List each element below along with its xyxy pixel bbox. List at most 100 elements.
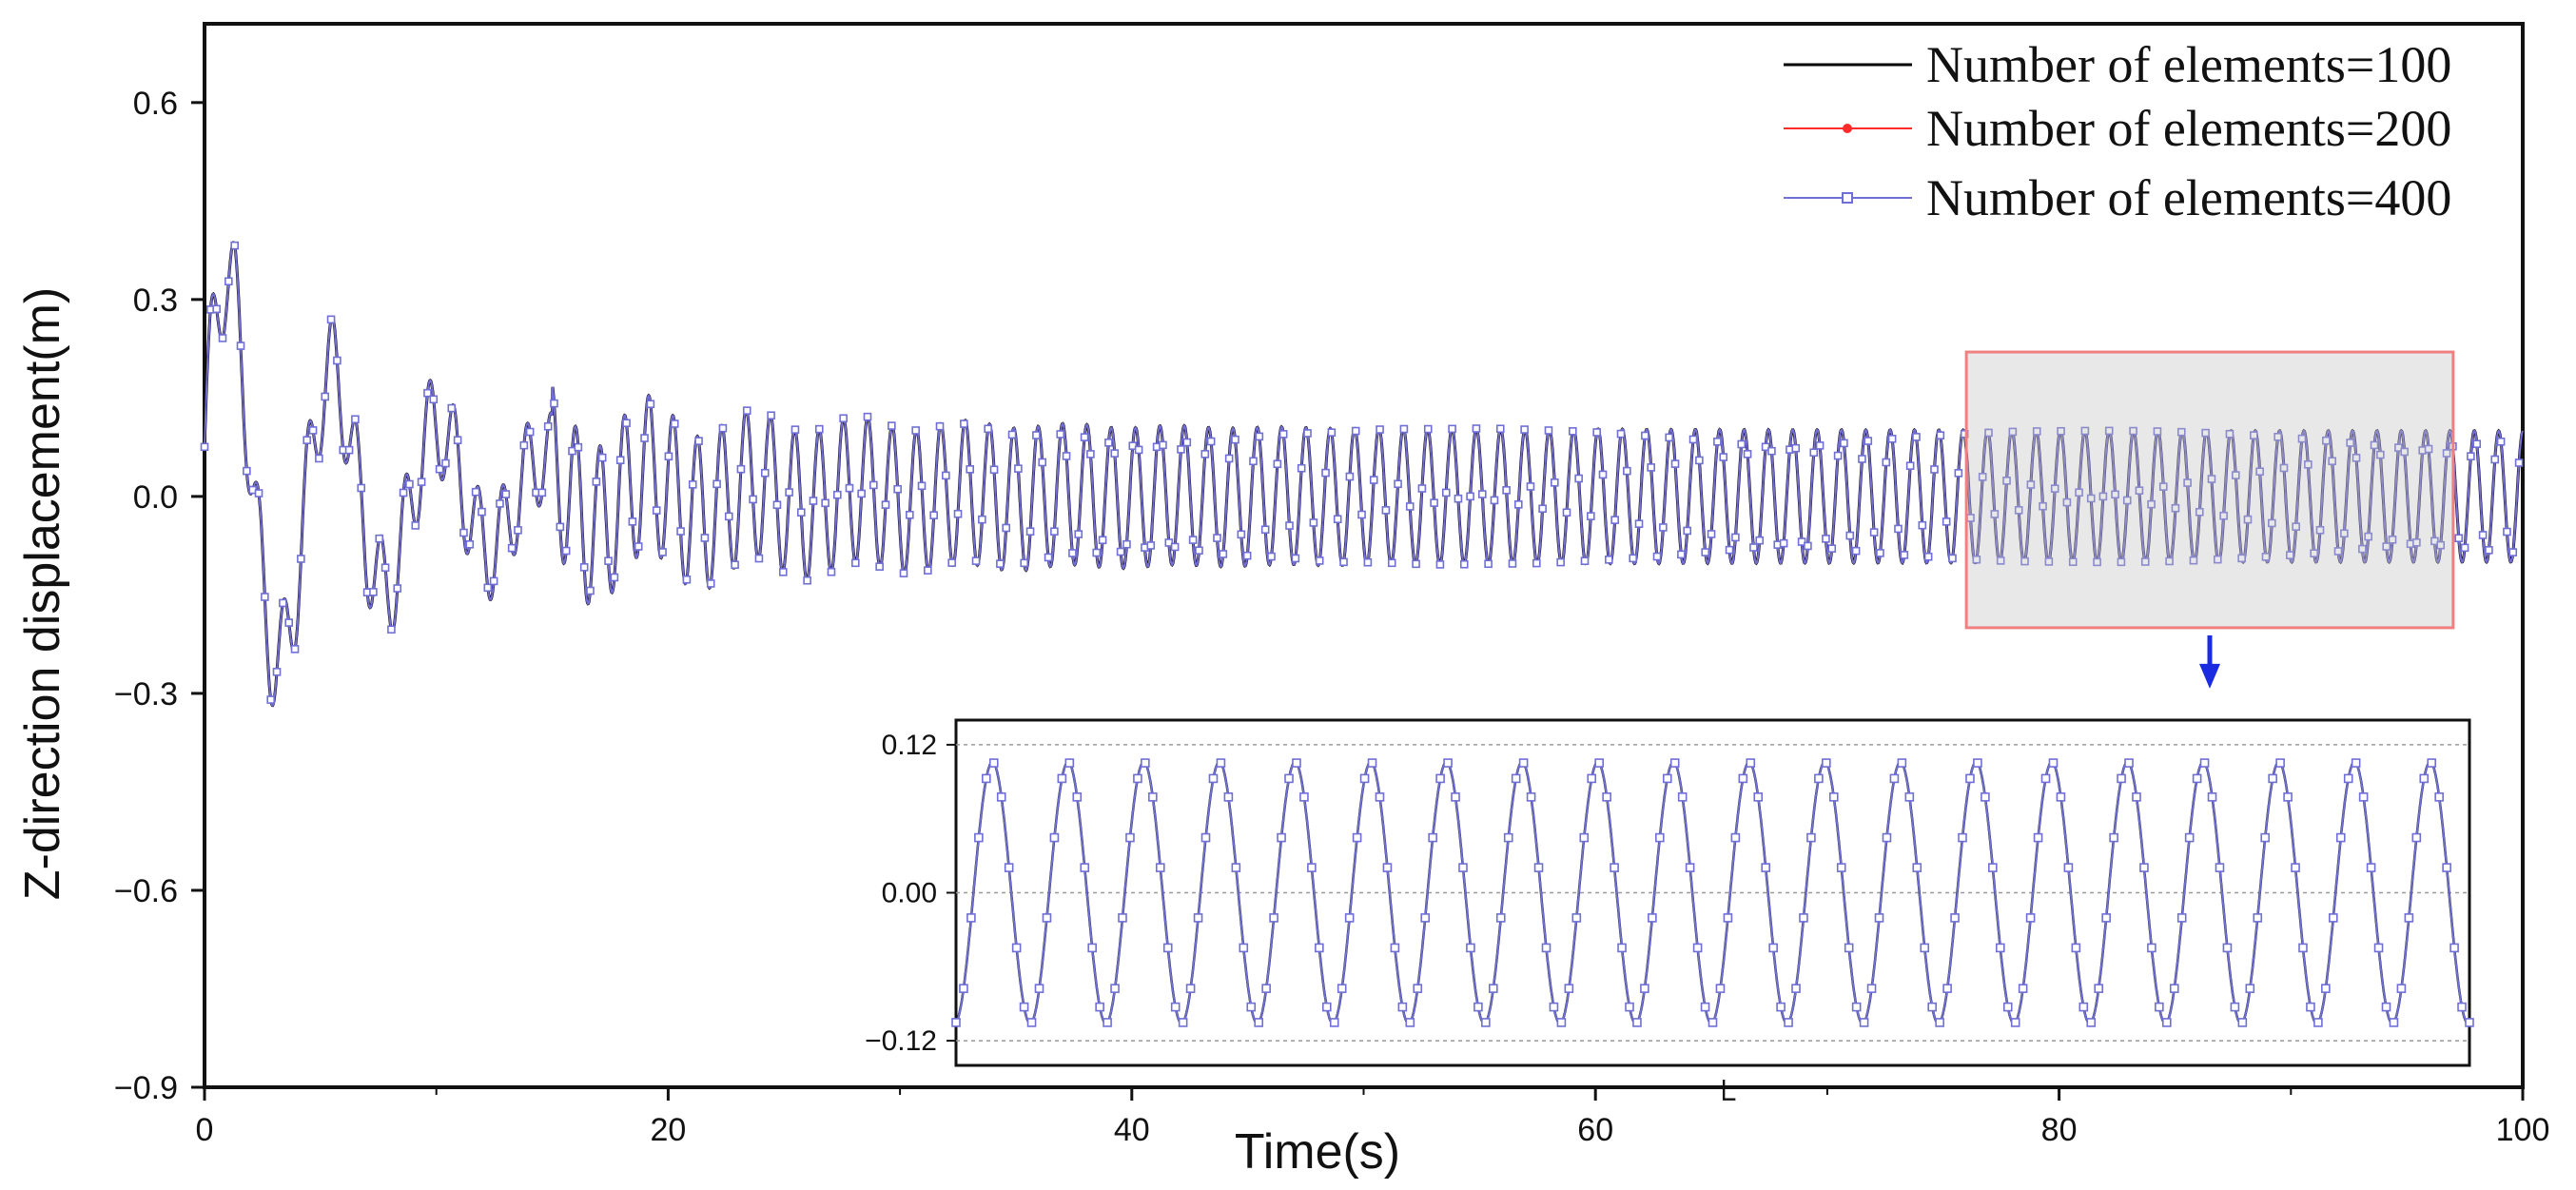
inset-marker-point [1185,984,1196,993]
marker-point [1050,527,1059,536]
marker-point [2376,450,2385,459]
inset-marker-point [1965,773,1975,784]
marker-point [1508,559,1517,568]
inset-marker-point [1034,984,1044,993]
inset-marker-point [2048,758,2059,768]
marker-point [604,556,613,565]
marker-point [1779,538,1788,548]
marker-point [471,487,480,497]
marker-point [676,527,685,536]
marker-point [2346,439,2354,447]
marker-point [2467,452,2475,460]
marker-point [731,560,739,570]
marker-point [1743,450,1752,458]
inset-marker-point [1632,1018,1642,1027]
marker-point [809,497,818,505]
inset-marker-point [1851,1002,1862,1012]
x-tick-label: 0 [196,1112,214,1148]
inset-marker-point [2343,773,2353,784]
marker-point [615,456,625,464]
x-tick-label: 80 [2041,1112,2078,1148]
inset-marker-point [2389,1018,2399,1027]
inset-marker-point [1148,792,1158,802]
inset-marker-point [1571,913,1582,923]
marker-point [947,558,956,567]
marker-point [230,241,239,250]
marker-point [1116,547,1125,556]
inset-marker-point [2071,943,2081,953]
marker-point [1074,530,1083,538]
marker-point [453,436,462,444]
inset-marker-point [1594,758,1604,768]
marker-point [742,406,751,415]
marker-point [2478,531,2488,539]
inset-marker-point [1428,832,1437,843]
marker-point [2171,503,2180,513]
marker-point [1587,512,1595,520]
inset-marker-point [1284,773,1294,784]
marker-point [1562,508,1571,517]
inset-marker-point [1443,758,1453,768]
marker-point [2340,529,2349,538]
marker-point [2261,553,2271,561]
inset-marker-point [1768,943,1778,953]
marker-point [1224,454,1234,463]
marker-point [2424,444,2433,454]
inset-marker-point [951,1018,961,1027]
inset-marker-point [1026,1018,1037,1027]
inset-marker-point [1730,832,1741,843]
main-plot: −0.9 −0.6 −0.3 0.0 0.3 0.6 0 20 40 60 80 100 Time(s)… [15,22,2549,1180]
y-tick-label: −0.6 [114,873,178,909]
marker-point [1260,525,1270,535]
marker-point [315,454,323,463]
marker-point [1701,548,1710,556]
marker-point [1146,541,1156,550]
inset-marker-point [1973,758,1982,768]
marker-point [290,645,300,654]
inset-marker-point [2139,863,2149,872]
marker-point [2075,488,2083,497]
marker-point [1032,431,1041,439]
marker-point [2292,522,2300,531]
marker-point [1255,432,1264,441]
marker-point [592,478,601,486]
marker-point [1767,446,1776,456]
inset-marker-point [2018,984,2028,993]
marker-point [1399,424,1409,434]
marker-point [302,436,312,444]
marker-point [586,586,595,595]
marker-point [700,534,710,542]
marker-point [200,442,209,452]
marker-point [622,419,631,428]
inset-marker-point [1738,773,1748,784]
marker-point [1309,518,1318,527]
inset-marker-point [1397,1002,1408,1012]
marker-point [459,528,468,537]
marker-point [1544,426,1553,435]
marker-point [911,426,920,435]
inset-marker-point [1420,913,1431,923]
marker-point [2442,449,2451,458]
inset-marker-point [1072,792,1083,802]
marker-point [857,489,866,498]
marker-point [1894,524,1903,534]
marker-point [2274,432,2282,441]
marker-point [2243,515,2253,524]
marker-point [1170,542,1180,552]
marker-point [1122,539,1131,549]
marker-point [1333,515,1342,524]
inset-marker-point [1057,773,1067,784]
inset-marker-point [1178,1018,1188,1027]
marker-point [326,315,336,324]
marker-point [978,515,986,524]
marker-point [2297,434,2307,443]
inset-marker-point [1223,792,1234,802]
marker-point [1532,558,1541,568]
inset-marker-point [2321,984,2331,993]
inset-marker-point [982,773,991,784]
inset-marker-point [1466,943,1475,953]
marker-point [2503,527,2511,536]
marker-point [821,498,829,508]
marker-point [1062,452,1071,460]
inset-marker-point [1723,913,1733,923]
